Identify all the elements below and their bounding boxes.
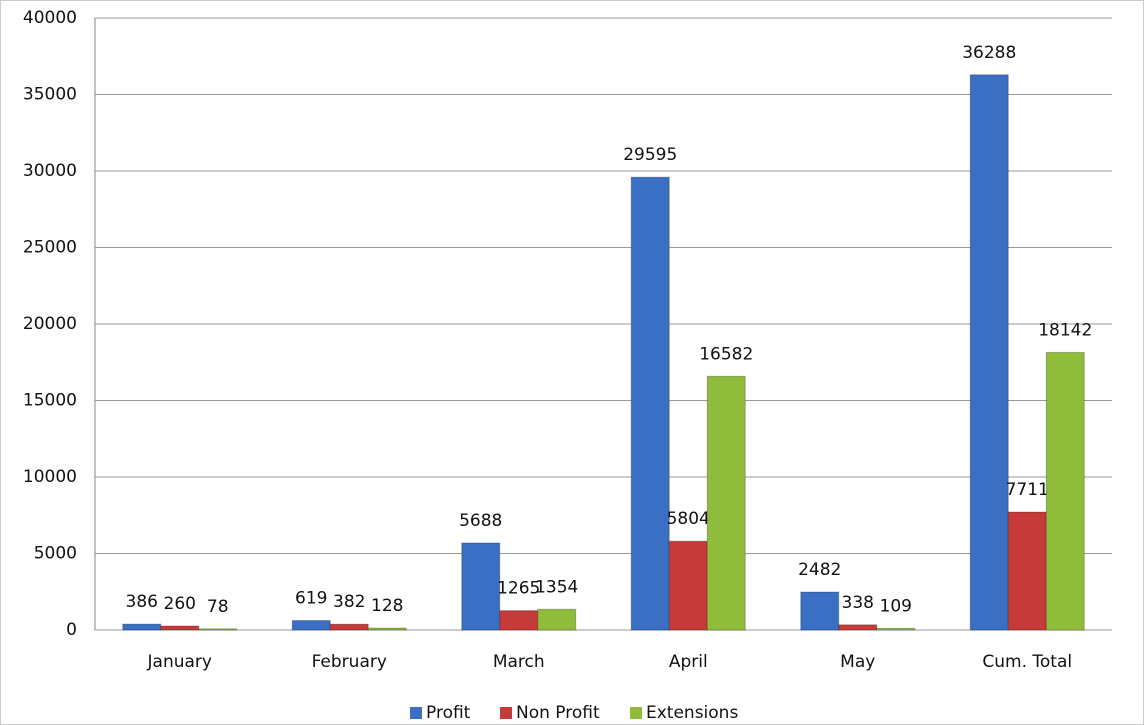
data-label: 16582 — [699, 344, 753, 364]
data-label: 36288 — [962, 43, 1016, 63]
data-label: 2482 — [798, 560, 841, 580]
data-label: 5688 — [459, 511, 502, 531]
x-tick-label: January — [147, 652, 212, 672]
x-tick-label: May — [840, 652, 875, 672]
data-label: 7711 — [1006, 480, 1049, 500]
y-tick-label: 0 — [66, 620, 77, 640]
y-tick-label: 20000 — [23, 314, 77, 334]
x-tick-label: Cum. Total — [982, 652, 1072, 672]
x-tick-label: April — [669, 652, 708, 672]
y-tick-label: 15000 — [23, 391, 77, 411]
legend-marker — [500, 707, 512, 719]
y-tick-label: 25000 — [23, 238, 77, 258]
data-label: 1265 — [497, 579, 540, 599]
legend-label: Non Profit — [516, 703, 600, 723]
bar — [1007, 511, 1047, 631]
data-label: 338 — [842, 593, 874, 613]
legend-marker — [410, 707, 422, 719]
data-label: 109 — [880, 596, 912, 616]
bar — [122, 623, 162, 631]
bar — [329, 623, 369, 631]
bar — [838, 624, 878, 631]
bar — [160, 625, 200, 631]
legend-marker — [630, 707, 642, 719]
y-tick-label: 35000 — [23, 85, 77, 105]
data-label: 128 — [371, 596, 403, 616]
bar — [198, 628, 238, 631]
data-label: 29595 — [623, 145, 677, 165]
data-label: 382 — [333, 592, 365, 612]
bar — [876, 627, 916, 631]
bar — [367, 627, 407, 631]
y-tick-label: 5000 — [34, 544, 77, 564]
bar — [630, 176, 670, 631]
bar — [499, 610, 539, 631]
legend-label: Profit — [426, 703, 471, 723]
data-label: 260 — [164, 594, 196, 614]
bar — [291, 620, 331, 631]
legend-label: Extensions — [646, 703, 738, 723]
data-label: 78 — [207, 597, 229, 617]
bar — [706, 375, 746, 631]
y-tick-label: 30000 — [23, 161, 77, 181]
data-label: 1354 — [535, 577, 578, 597]
data-label: 18142 — [1038, 320, 1092, 340]
x-tick-label: February — [312, 652, 387, 672]
y-tick-label: 40000 — [23, 8, 77, 28]
bar — [537, 608, 577, 631]
bar — [969, 74, 1009, 631]
data-label: 5804 — [667, 509, 710, 529]
bar — [461, 542, 501, 631]
x-tick-label: March — [493, 652, 545, 672]
bar — [668, 540, 708, 631]
bar — [1045, 351, 1085, 631]
data-label: 386 — [126, 592, 158, 612]
data-label: 619 — [295, 589, 327, 609]
y-tick-label: 10000 — [23, 467, 77, 487]
bar — [800, 591, 840, 631]
